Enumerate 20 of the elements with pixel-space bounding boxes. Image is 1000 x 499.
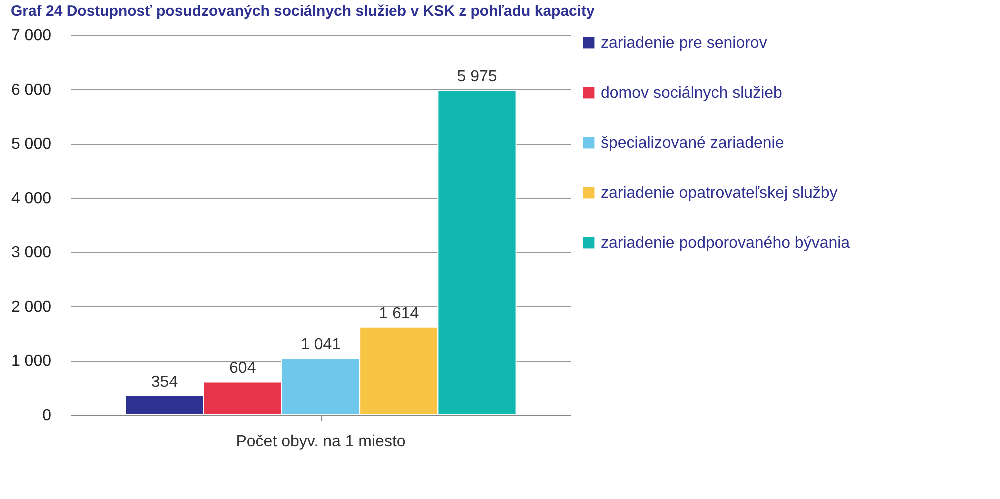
data-label: 604 <box>230 360 256 378</box>
legend-label: zariadenie podporovaného bývania <box>601 235 850 252</box>
x-tick-label: Počet obyv. na 1 miesto <box>236 434 406 450</box>
y-tick-label: 6 000 <box>11 82 52 99</box>
data-label: 5 975 <box>457 68 498 86</box>
legend-label: zariadenie pre seniorov <box>601 35 768 52</box>
data-label: 1 614 <box>379 305 420 322</box>
legend-label: špecializované zariadenie <box>601 135 784 152</box>
data-label: 1 041 <box>300 336 342 354</box>
chart-title: Graf 24 Dostupnosť posudzovaných sociálnych služieb v KSK z pohľadu kapacity <box>10 3 596 20</box>
legend-label: domov sociálnych služieb <box>601 85 783 102</box>
data-label: 354 <box>151 374 178 391</box>
y-tick-label: 5 000 <box>11 136 52 154</box>
y-tick-label: 3 000 <box>11 244 52 262</box>
y-tick-label: 7 000 <box>11 28 52 44</box>
y-tick-label: 0 <box>42 408 52 424</box>
legend-label: zariadenie opatrovateľskej služby <box>601 185 838 202</box>
y-tick-label: 4 000 <box>11 190 52 208</box>
y-tick-label: 1 000 <box>11 353 52 370</box>
y-tick-label: 2 000 <box>11 298 52 316</box>
